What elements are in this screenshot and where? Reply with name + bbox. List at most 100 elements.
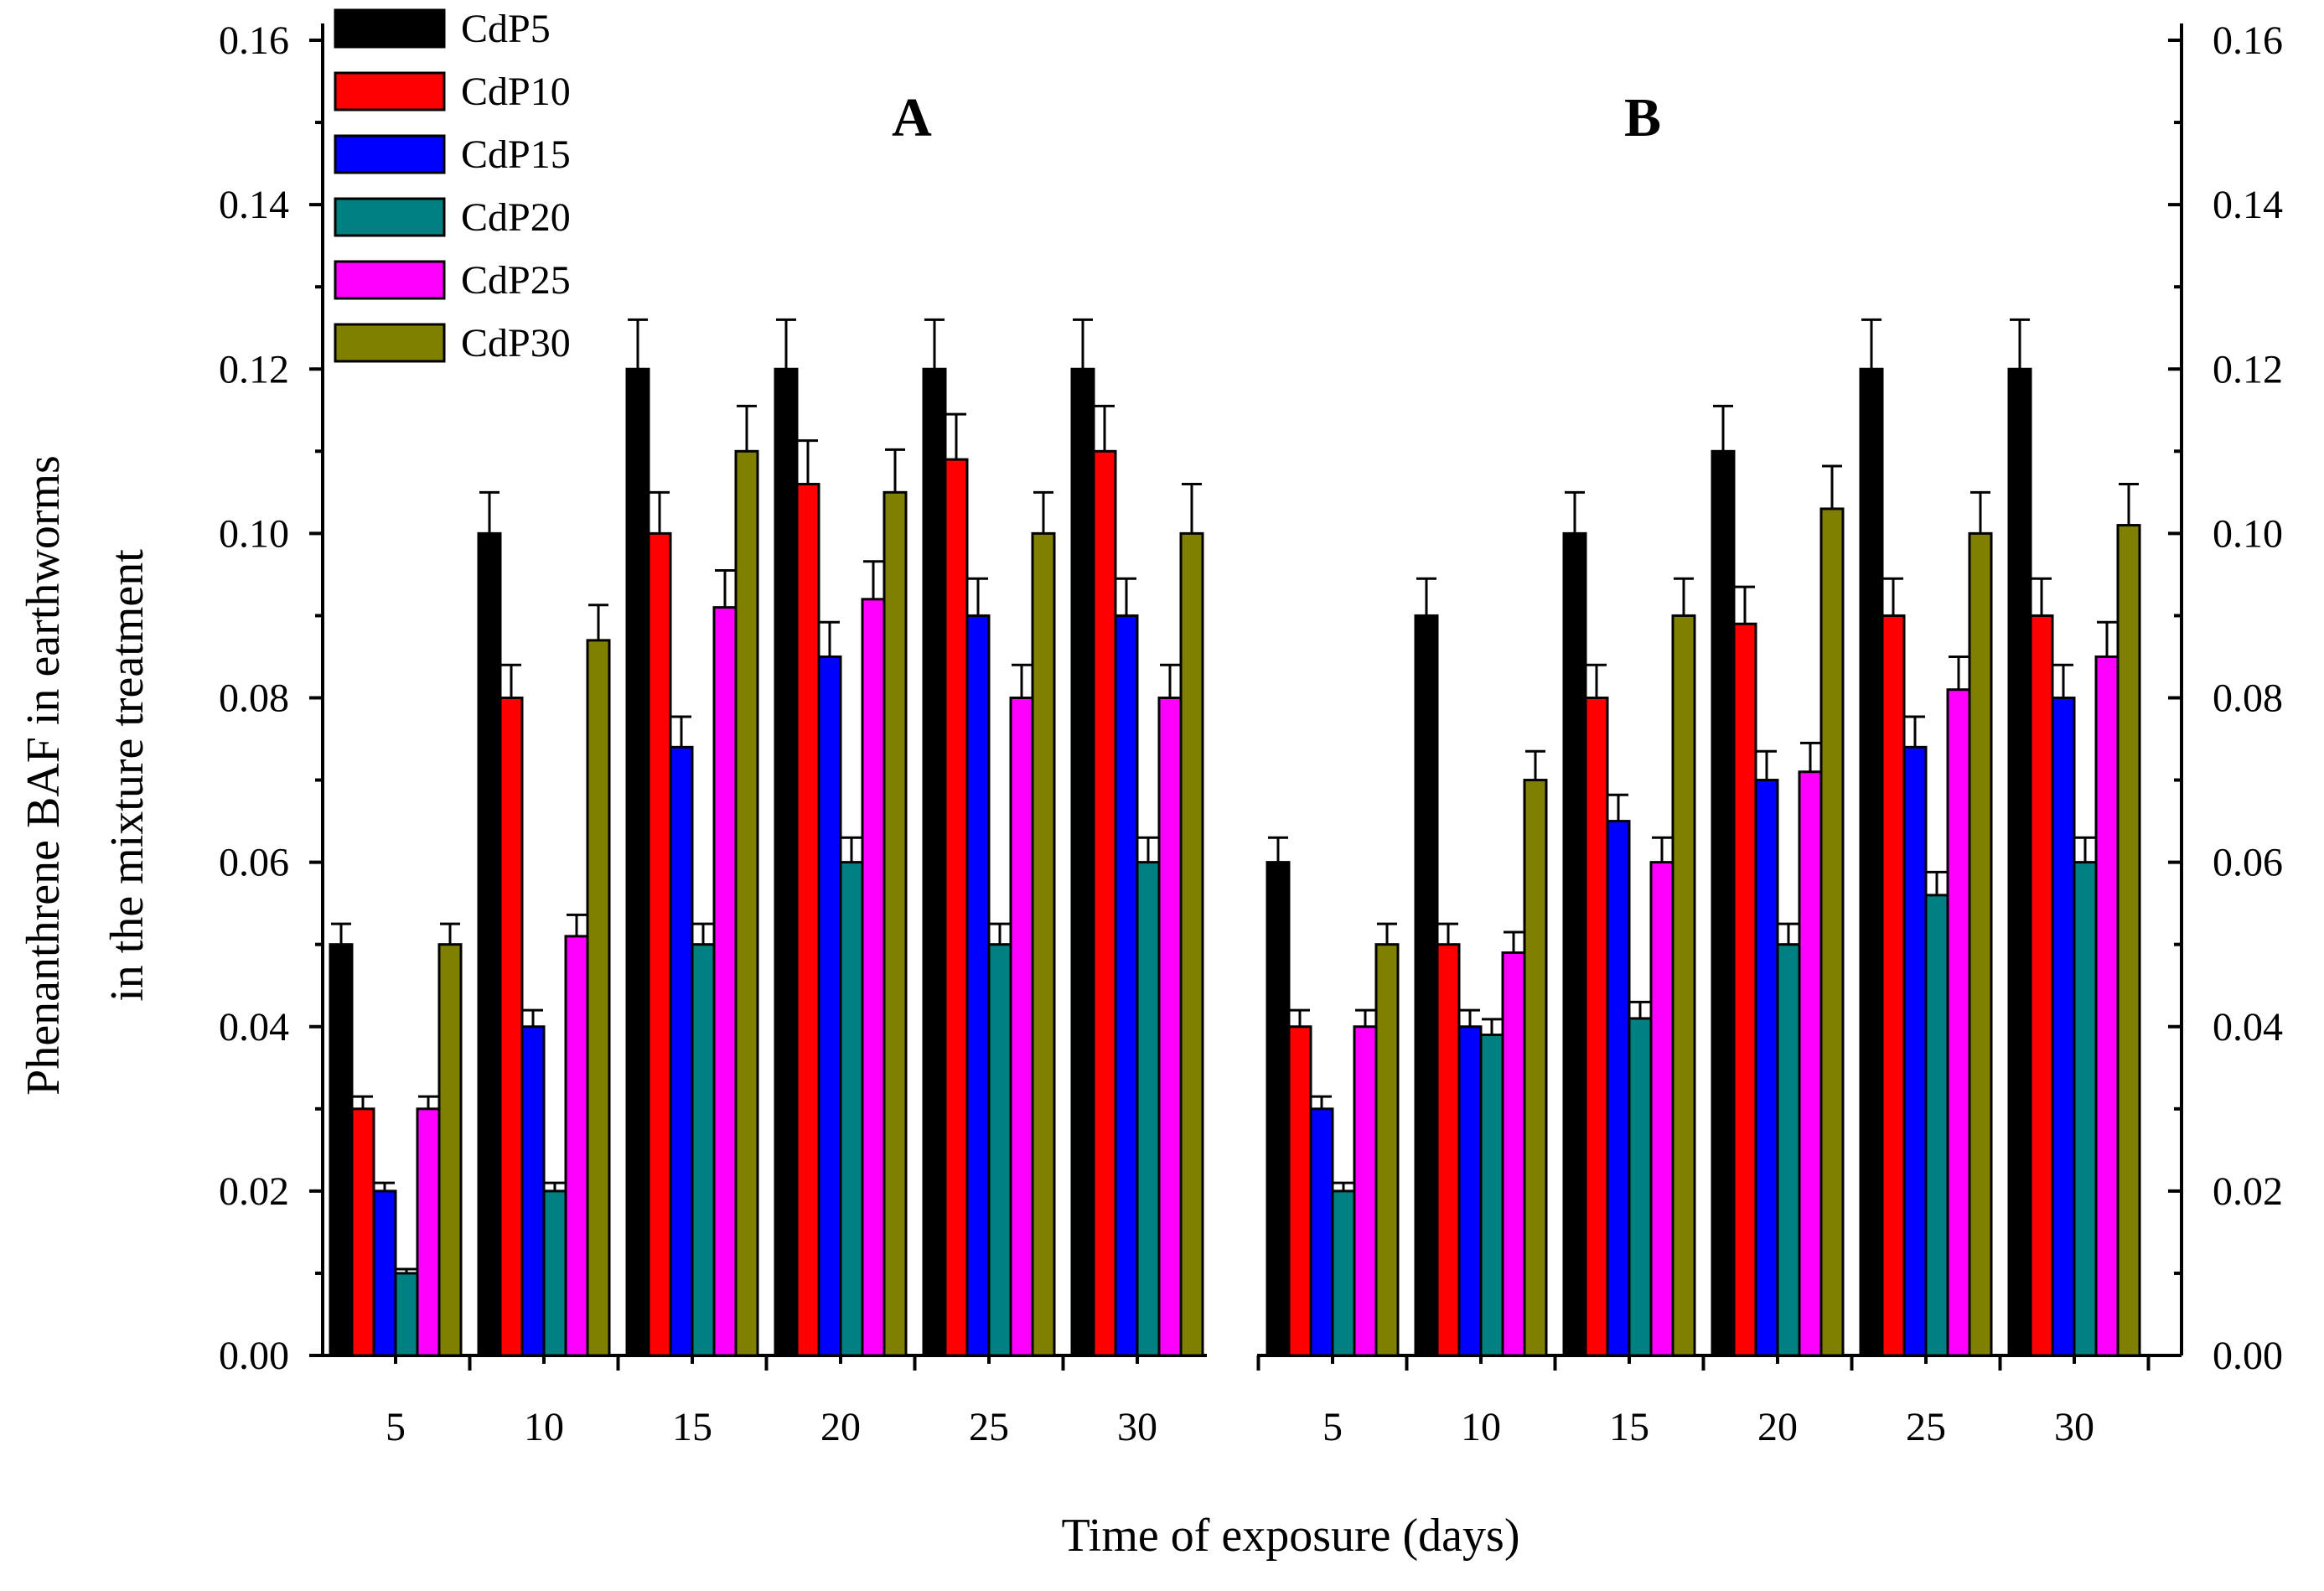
x-axis-title: Time of exposure (days) bbox=[1062, 1510, 1520, 1562]
bar-b-cdp5-day-10 bbox=[1414, 614, 1439, 1357]
bar-a-cdp10-day-25 bbox=[944, 458, 969, 1357]
bar-b-cdp5-day-30 bbox=[2007, 367, 2032, 1357]
bar-b-cdp30-day-10 bbox=[1523, 779, 1548, 1357]
y-tick-label-right: 0.02 bbox=[2213, 1169, 2283, 1214]
x-tick-label: 10 bbox=[524, 1405, 564, 1449]
y-tick-label-right: 0.16 bbox=[2213, 18, 2283, 63]
y-tick-label-right: 0.06 bbox=[2213, 841, 2283, 885]
bar-b-cdp25-day-15 bbox=[1649, 861, 1674, 1357]
y-tick-label-right: 0.10 bbox=[2213, 511, 2283, 556]
legend-swatch-cdp30 bbox=[334, 323, 446, 363]
bar-a-cdp5-day-20 bbox=[774, 367, 799, 1357]
y-tick-label-left: 0.00 bbox=[219, 1334, 289, 1378]
y-tick-label-left: 0.06 bbox=[219, 841, 289, 885]
legend-swatch-cdp25 bbox=[334, 260, 446, 300]
legend-swatch-cdp5 bbox=[334, 8, 446, 49]
bar-b-cdp25-day-10 bbox=[1501, 951, 1526, 1357]
x-tick-label: 20 bbox=[820, 1405, 861, 1449]
bar-a-cdp20-day-25 bbox=[987, 943, 1012, 1357]
bar-b-cdp30-day-5 bbox=[1374, 943, 1400, 1357]
bar-a-cdp20-day-15 bbox=[691, 943, 716, 1357]
bar-a-cdp15-day-30 bbox=[1114, 614, 1139, 1357]
y-tick-label-right: 0.14 bbox=[2213, 183, 2283, 227]
bar-b-cdp10-day-30 bbox=[2029, 614, 2054, 1357]
x-tick-label: 5 bbox=[1322, 1405, 1343, 1449]
legend-label-cdp25: CdP25 bbox=[461, 258, 571, 303]
bars bbox=[329, 318, 2141, 1357]
legend: CdP5 CdP10 CdP15 CdP20 CdP25 CdP30 bbox=[334, 7, 571, 365]
bar-a-cdp15-day-15 bbox=[669, 745, 694, 1357]
bar-a-cdp15-day-5 bbox=[372, 1189, 397, 1357]
bar-a-cdp5-day-30 bbox=[1070, 367, 1095, 1357]
bar-a-cdp10-day-15 bbox=[647, 531, 672, 1357]
tick-labels: 0.00 0.00 0.02 0.02 0.04 0.04 0.06 0.06 0.08 0.08… bbox=[219, 18, 2283, 1449]
bar-a-cdp20-day-30 bbox=[1136, 861, 1161, 1357]
bar-b-cdp30-day-30 bbox=[2116, 524, 2141, 1357]
legend-label-cdp20: CdP20 bbox=[461, 195, 571, 240]
y-tick-label-right: 0.08 bbox=[2213, 676, 2283, 721]
bar-b-cdp15-day-20 bbox=[1754, 779, 1779, 1357]
x-tick-label: 15 bbox=[1609, 1405, 1649, 1449]
bar-b-cdp10-day-10 bbox=[1436, 943, 1461, 1357]
bar-a-cdp25-day-20 bbox=[861, 598, 886, 1357]
bar-a-cdp15-day-25 bbox=[965, 614, 991, 1357]
x-tick-label: 10 bbox=[1461, 1405, 1501, 1449]
bar-b-cdp5-day-15 bbox=[1562, 531, 1587, 1357]
bar-b-cdp10-day-20 bbox=[1732, 622, 1757, 1357]
x-tick-label: 20 bbox=[1757, 1405, 1798, 1449]
bar-b-cdp30-day-15 bbox=[1671, 614, 1696, 1357]
bar-a-cdp25-day-25 bbox=[1009, 697, 1034, 1357]
y-axis-title-line-1: Phenanthrene BAF in earthworms bbox=[18, 455, 70, 1096]
bar-b-cdp15-day-15 bbox=[1606, 820, 1631, 1357]
bar-a-cdp10-day-30 bbox=[1092, 449, 1117, 1357]
bar-b-cdp5-day-5 bbox=[1266, 861, 1291, 1357]
y-tick-label-right: 0.00 bbox=[2213, 1334, 2283, 1378]
bar-b-cdp20-day-30 bbox=[2073, 861, 2098, 1357]
bar-a-cdp30-day-20 bbox=[882, 490, 908, 1357]
bar-a-cdp10-day-10 bbox=[499, 697, 524, 1357]
bar-a-cdp10-day-5 bbox=[350, 1107, 375, 1357]
x-tick-label: 25 bbox=[969, 1405, 1009, 1449]
y-tick-label-left: 0.16 bbox=[219, 18, 289, 63]
bar-b-cdp15-day-25 bbox=[1902, 745, 1928, 1357]
y-tick-label-right: 0.04 bbox=[2213, 1005, 2283, 1049]
x-tick-label: 30 bbox=[2054, 1405, 2094, 1449]
bar-a-cdp5-day-10 bbox=[477, 531, 502, 1357]
bar-b-cdp10-day-5 bbox=[1287, 1025, 1312, 1357]
bar-a-cdp30-day-25 bbox=[1031, 531, 1056, 1357]
y-tick-label-left: 0.12 bbox=[219, 347, 289, 391]
bar-a-cdp20-day-20 bbox=[839, 861, 864, 1357]
bar-a-cdp25-day-15 bbox=[712, 606, 738, 1357]
bar-b-cdp20-day-15 bbox=[1628, 1017, 1653, 1357]
bar-b-cdp10-day-25 bbox=[1881, 614, 1906, 1357]
bar-b-cdp20-day-25 bbox=[1924, 894, 1949, 1357]
bar-a-cdp5-day-5 bbox=[329, 943, 354, 1357]
axis-ticks bbox=[309, 39, 2182, 1371]
legend-label-cdp5: CdP5 bbox=[461, 7, 551, 51]
panel-label-a: A bbox=[892, 87, 932, 148]
bar-a-cdp5-day-15 bbox=[625, 367, 650, 1357]
bar-a-cdp20-day-5 bbox=[394, 1272, 419, 1357]
bar-a-cdp30-day-10 bbox=[586, 639, 611, 1357]
x-tick-label: 15 bbox=[672, 1405, 712, 1449]
bar-a-cdp25-day-10 bbox=[564, 935, 589, 1357]
bar-b-cdp20-day-5 bbox=[1331, 1189, 1356, 1357]
bar-b-cdp25-day-25 bbox=[1946, 688, 1971, 1357]
bar-b-cdp30-day-25 bbox=[1968, 531, 1993, 1357]
legend-swatch-cdp20 bbox=[334, 197, 446, 237]
bar-b-cdp25-day-30 bbox=[2094, 655, 2120, 1357]
y-axis-title-line-2: in the mixture treatment bbox=[101, 549, 153, 1002]
y-tick-label-right: 0.12 bbox=[2213, 347, 2283, 391]
bar-a-cdp25-day-30 bbox=[1157, 697, 1183, 1357]
legend-swatch-cdp10 bbox=[334, 71, 446, 111]
bar-b-cdp15-day-30 bbox=[2051, 697, 2076, 1357]
bar-b-cdp10-day-15 bbox=[1584, 697, 1609, 1357]
bar-a-cdp10-day-20 bbox=[795, 483, 820, 1357]
x-tick-label: 5 bbox=[386, 1405, 406, 1449]
y-tick-label-left: 0.04 bbox=[219, 1005, 289, 1049]
bar-b-cdp25-day-5 bbox=[1353, 1025, 1378, 1357]
bar-a-cdp30-day-30 bbox=[1179, 531, 1204, 1357]
y-tick-label-left: 0.02 bbox=[219, 1169, 289, 1214]
panel-label-b: B bbox=[1624, 87, 1661, 148]
